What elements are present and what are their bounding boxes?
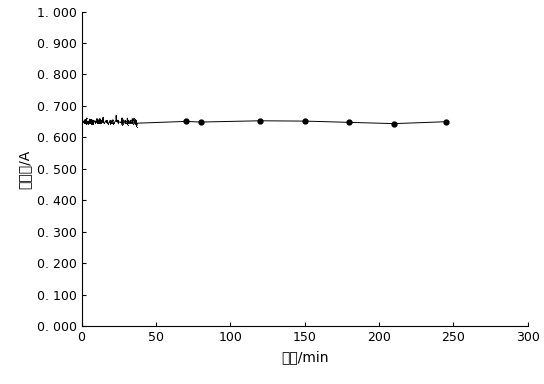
Y-axis label: 吸光度/A: 吸光度/A (17, 149, 31, 189)
X-axis label: 时间/min: 时间/min (281, 350, 329, 364)
